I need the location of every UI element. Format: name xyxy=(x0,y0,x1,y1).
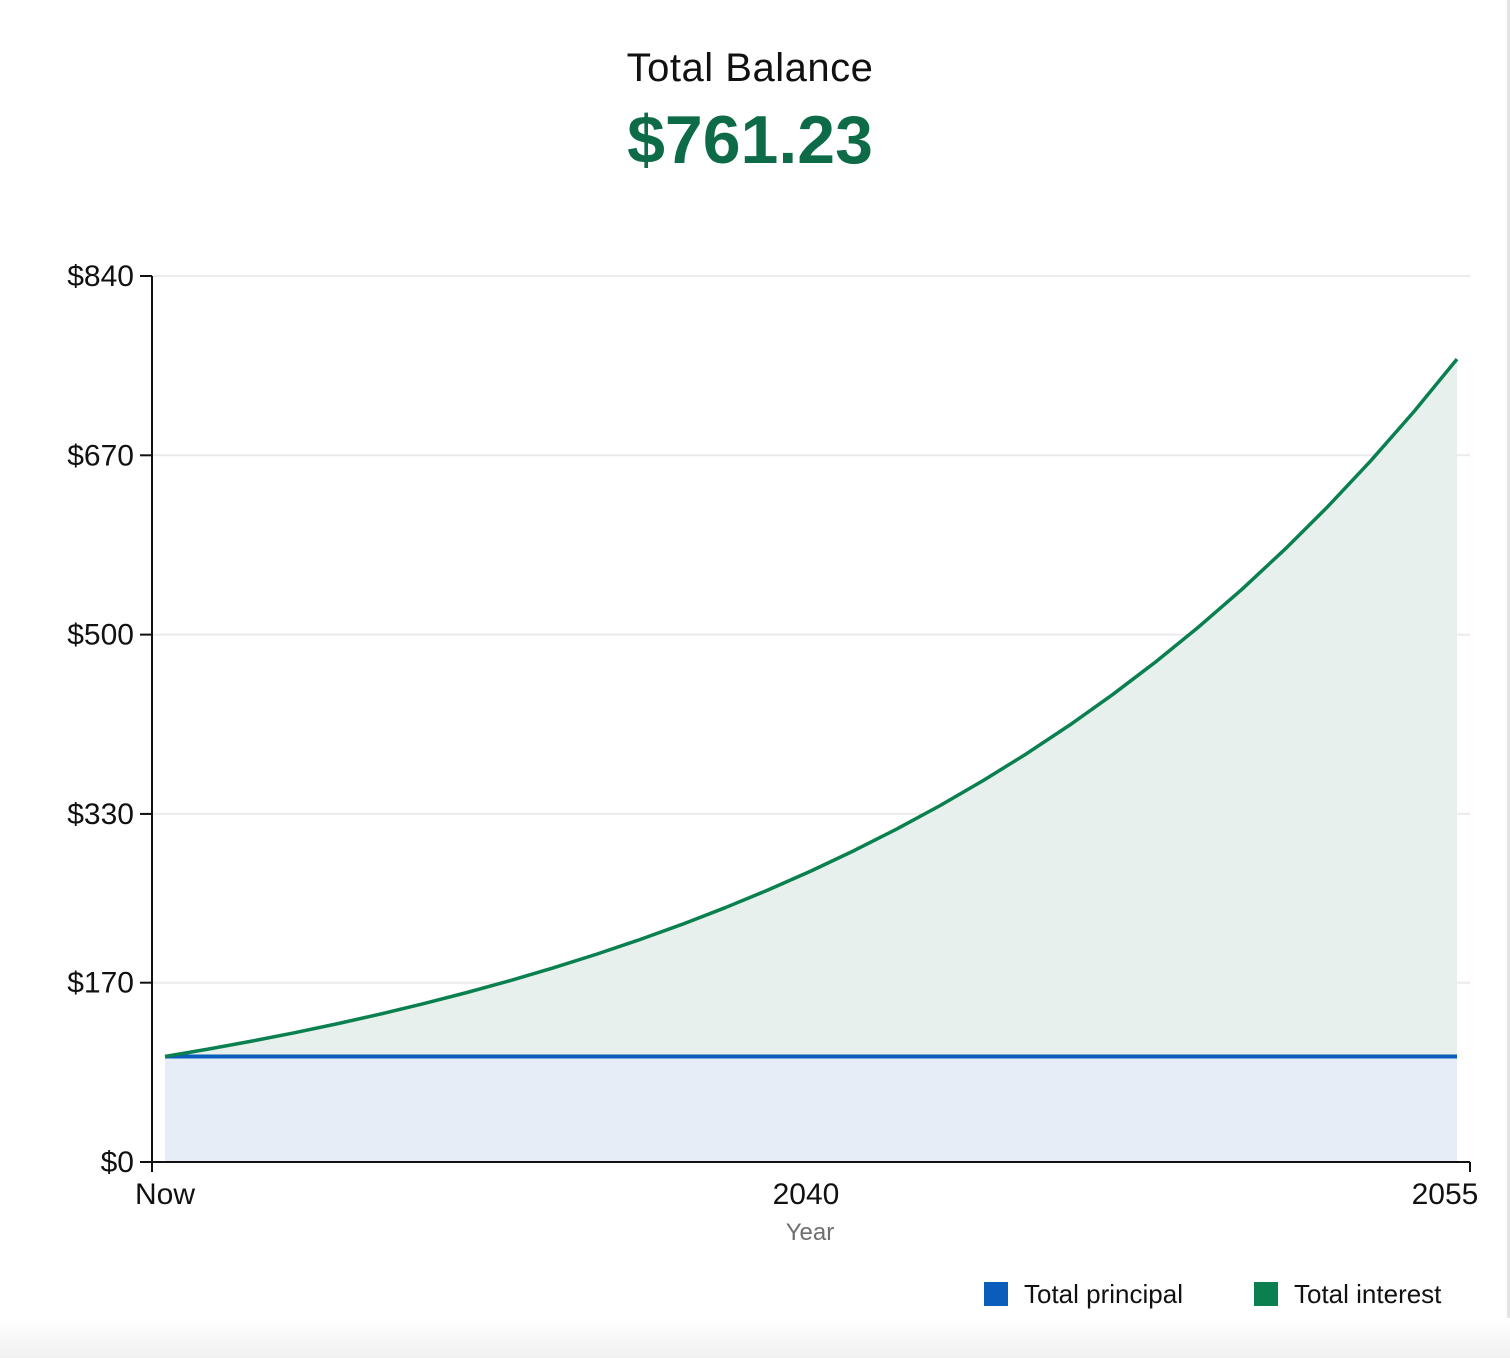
x-tick-label: 2055 xyxy=(1412,1178,1479,1211)
total-balance-value: $761.23 xyxy=(627,102,873,178)
chart-header: Total Balance $761.23 xyxy=(0,40,1500,182)
x-tick-label: Now xyxy=(135,1178,195,1211)
y-tick-label: $170 xyxy=(67,967,134,1000)
axes xyxy=(140,275,1471,1172)
area-layer xyxy=(165,359,1457,1162)
chart-title: Total Balance xyxy=(626,46,874,90)
y-tick-label: $670 xyxy=(67,439,134,472)
y-tick-label: $0 xyxy=(101,1146,134,1179)
panel-bottom-shadow xyxy=(0,1318,1510,1358)
panel-edge xyxy=(1507,0,1510,1358)
principal-area xyxy=(165,1056,1457,1162)
legend-label: Total interest xyxy=(1294,1279,1442,1309)
x-tick-label: 2040 xyxy=(773,1178,840,1211)
y-tick-label: $500 xyxy=(67,619,134,652)
interest-line xyxy=(164,357,1459,1059)
legend-swatch xyxy=(984,1282,1008,1306)
series-lines xyxy=(164,357,1459,1059)
legend-label: Total principal xyxy=(1024,1279,1183,1309)
x-axis-title: Year xyxy=(786,1219,835,1246)
legend: Total principal Total interest xyxy=(984,1279,1442,1309)
interest-area xyxy=(165,359,1457,1057)
y-tick-label: $840 xyxy=(67,260,134,293)
y-tick-label: $330 xyxy=(67,798,134,831)
legend-swatch xyxy=(1254,1282,1278,1306)
tick-labels: $0 $170 $330 $500 $670 $840 Now 2040 2055 Year xyxy=(67,260,1478,1246)
